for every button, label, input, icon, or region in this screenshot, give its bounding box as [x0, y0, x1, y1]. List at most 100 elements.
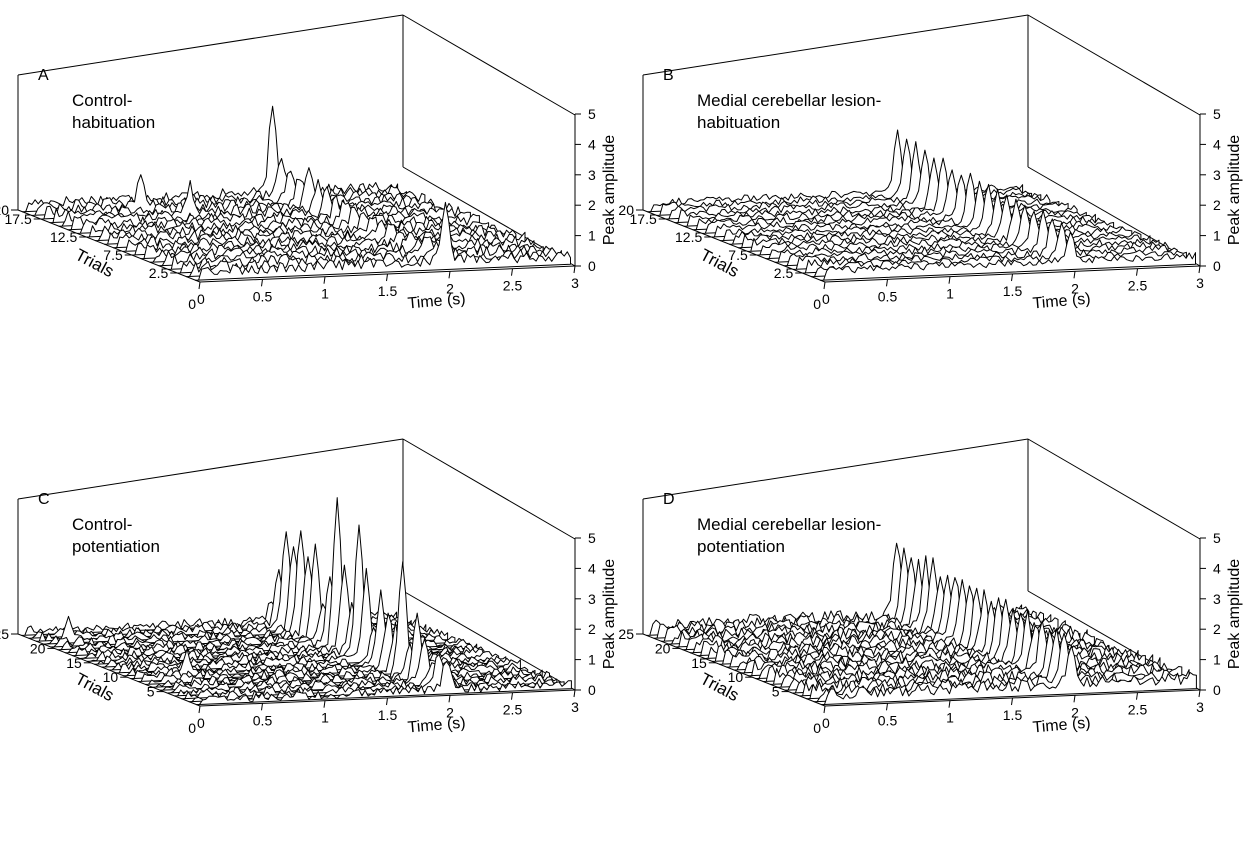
amplitude-tick-label: 0: [1213, 258, 1221, 274]
trials-tick-label: 7.5: [103, 247, 123, 263]
amplitude-axis-title: Peak amplitude: [1226, 559, 1243, 669]
time-tick-label: 1: [321, 286, 329, 302]
amplitude-axis-title: Peak amplitude: [601, 559, 618, 669]
time-tick-label: 0.5: [253, 712, 273, 728]
trial-trace: [176, 236, 553, 274]
amplitude-axis: 0 1 2 3 4 5 Peak amplitude: [1200, 530, 1243, 698]
time-origin-label: 0: [822, 291, 830, 307]
time-tick: [886, 279, 888, 287]
time-tick: [886, 703, 888, 711]
amplitude-tick-label: 2: [1213, 197, 1221, 213]
amplitude-tick-label: 1: [588, 652, 596, 668]
trial-trace: [137, 612, 514, 682]
trials-tick-label: 17.5: [630, 211, 657, 227]
trials-tick-label: 25: [618, 626, 634, 642]
trial-trace: [819, 231, 1196, 281]
traces: [647, 129, 1196, 281]
trials-tick-label: 5: [772, 684, 780, 700]
panel-title-line: potentiation: [697, 537, 785, 556]
amplitude-tick-label: 3: [588, 591, 596, 607]
trial-trace: [94, 200, 471, 242]
time-tick: [1073, 271, 1076, 279]
time-tick-label: 1: [946, 286, 954, 302]
time-tick-label: 2.5: [503, 702, 523, 718]
time-tick: [948, 276, 951, 284]
trial-trace: [195, 660, 572, 706]
panel-title-line: Control-: [72, 515, 132, 534]
time-tick-label: 3: [1196, 699, 1204, 715]
time-tick-label: 1: [321, 710, 329, 726]
amplitude-tick-label: 1: [1213, 228, 1221, 244]
right-top-edge: [402, 438, 576, 540]
panel-letter: A: [38, 67, 49, 84]
time-tick: [1011, 697, 1013, 706]
amplitude-tick-label: 4: [1213, 560, 1221, 576]
time-tick-label: 0.5: [253, 288, 273, 304]
amplitude-tick-label: 2: [1213, 621, 1221, 637]
time-tick-label: 2.5: [1128, 278, 1148, 294]
amplitude-tick-label: 5: [1213, 106, 1221, 122]
time-tick: [323, 700, 326, 708]
back-top-edge: [17, 14, 404, 76]
panel-title-line: habituation: [72, 113, 155, 132]
amplitude-tick-label: 0: [588, 258, 596, 274]
time-axis: 0.5 1 1.5 2 2.5 3 0 Time (s): [822, 265, 1204, 313]
time-tick: [386, 697, 388, 706]
amplitude-tick-label: 5: [588, 106, 596, 122]
panel-title-line: habituation: [697, 113, 780, 132]
time-axis: 0.5 1 1.5 2 2.5 3 0 Time (s): [197, 265, 579, 313]
traces: [646, 542, 1197, 706]
trials-tick-label: 17.5: [5, 211, 32, 227]
time-axis-title: Time (s): [407, 291, 466, 313]
time-tick: [323, 276, 326, 284]
time-tick: [823, 705, 826, 714]
back-top-edge: [642, 438, 1029, 500]
trials-origin-label: 0: [813, 720, 821, 736]
time-tick-label: 2.5: [1128, 702, 1148, 718]
amplitude-tick-label: 2: [588, 197, 596, 213]
time-tick: [573, 265, 576, 274]
trials-tick-label: 10: [728, 669, 744, 685]
amplitude-axis-title: Peak amplitude: [601, 135, 618, 245]
trials-tick-label: 20: [618, 202, 634, 218]
panel-title-line: Medial cerebellar lesion-: [697, 91, 881, 110]
trials-origin-label: 0: [188, 720, 196, 736]
time-tick: [1198, 689, 1201, 698]
trials-tick-label: 12.5: [675, 229, 702, 245]
time-tick: [261, 703, 263, 711]
panel-letter: B: [663, 67, 674, 84]
amplitude-tick-label: 3: [1213, 167, 1221, 183]
time-axis: 0.5 1 1.5 2 2.5 3 0 Time (s): [822, 689, 1204, 737]
time-tick-label: 1.5: [1003, 283, 1023, 299]
chart-panel-b: 0.5 1 1.5 2 2.5 30 Time (s)2.57.512.517.5200Tr…: [618, 14, 1243, 313]
trials-tick-label: 7.5: [728, 247, 748, 263]
panel-letter: D: [663, 491, 675, 508]
time-tick-label: 0.5: [878, 712, 898, 728]
trials-tick-label: 25: [0, 626, 9, 642]
time-tick: [448, 695, 451, 703]
time-tick: [573, 689, 576, 698]
trials-tick-label: 20: [30, 640, 46, 656]
time-tick-label: 1.5: [1003, 707, 1023, 723]
time-tick-label: 2: [446, 704, 454, 720]
trials-tick-label: 20: [0, 202, 9, 218]
amplitude-tick-label: 5: [588, 530, 596, 546]
trials-tick-label: 10: [103, 669, 119, 685]
amplitude-tick-label: 5: [1213, 530, 1221, 546]
time-tick-label: 3: [571, 275, 579, 291]
time-origin-label: 0: [197, 291, 205, 307]
trials-tick-label: 12.5: [50, 229, 77, 245]
time-tick: [511, 692, 513, 700]
trials-tick-label: 15: [691, 655, 707, 671]
panel-title-line: Medial cerebellar lesion-: [697, 515, 881, 534]
amplitude-tick-label: 1: [1213, 652, 1221, 668]
amplitude-tick-label: 0: [588, 682, 596, 698]
traces: [22, 105, 571, 281]
back-top-edge: [642, 14, 1029, 76]
time-tick-label: 1.5: [378, 707, 398, 723]
right-top-edge: [402, 14, 576, 116]
time-tick-label: 1: [946, 710, 954, 726]
